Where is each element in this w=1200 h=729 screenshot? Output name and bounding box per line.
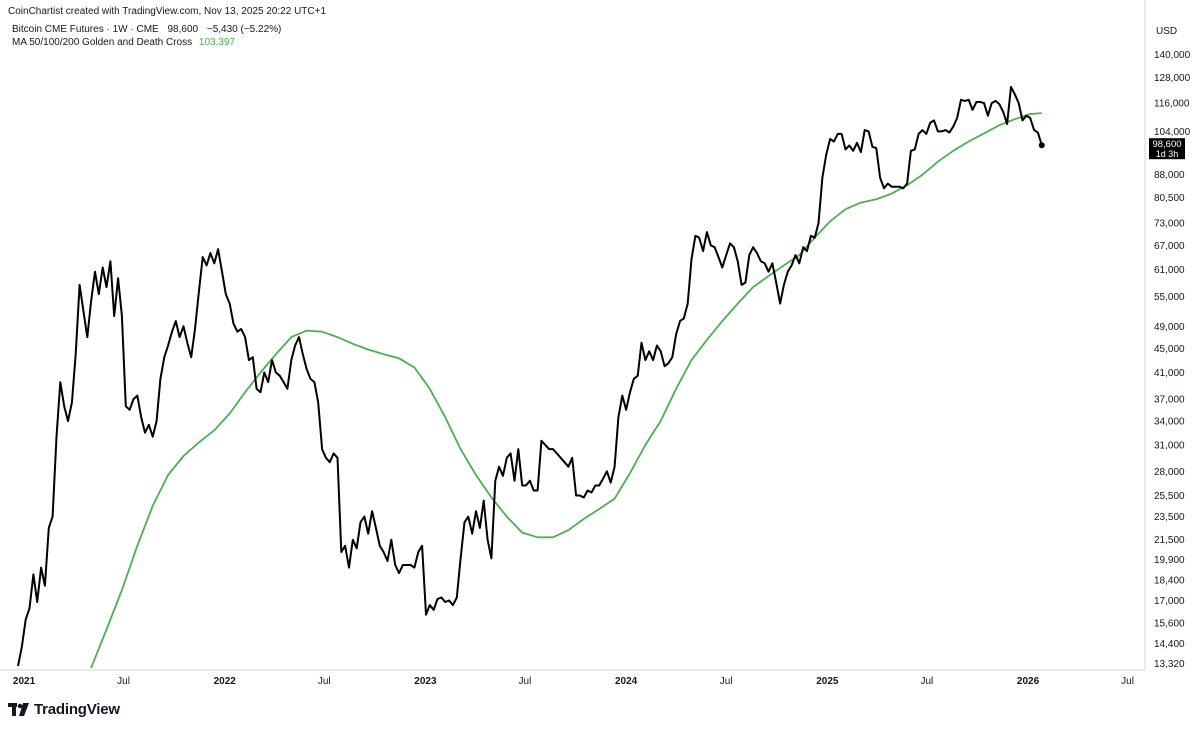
y-tick-label: 116,000 <box>1154 99 1190 110</box>
y-tick-label: 80,500 <box>1154 193 1185 204</box>
x-tick-label: Jul <box>1121 676 1134 687</box>
x-tick-label: 2025 <box>816 676 839 687</box>
y-tick-label: 61,000 <box>1154 265 1185 276</box>
y-tick-label: 28,000 <box>1154 467 1185 478</box>
y-tick-label: 73,000 <box>1154 219 1185 230</box>
last-price-tag-timer: 1d 3h <box>1156 149 1179 159</box>
tradingview-logo-icon <box>8 702 29 716</box>
y-tick-label: 41,000 <box>1154 368 1185 379</box>
chart-credit: CoinChartist created with TradingView.co… <box>8 6 327 17</box>
y-tick-label: 31,000 <box>1154 440 1185 451</box>
x-tick-label: Jul <box>117 676 130 687</box>
indicator-value: 103,397 <box>198 37 236 48</box>
y-axis-ticks: 13,320 14,400 15,600 17,000 18,400 19,900 21,5… <box>1154 50 1191 670</box>
y-tick-label: 13,320 <box>1154 659 1185 670</box>
axes <box>0 0 1146 671</box>
y-tick-label: 104,000 <box>1154 127 1191 138</box>
x-tick-label: 2024 <box>615 676 638 687</box>
y-tick-label: 21,500 <box>1154 535 1185 546</box>
y-tick-label: 140,000 <box>1154 50 1191 61</box>
y-tick-label: 55,000 <box>1154 292 1185 303</box>
brand-footer[interactable]: TradingView <box>8 701 120 718</box>
x-tick-label: Jul <box>318 676 331 687</box>
last-price: 98,600 <box>167 24 199 35</box>
y-tick-label: 23,500 <box>1154 512 1185 523</box>
brand-name: TradingView <box>34 701 120 718</box>
currency-label: USD <box>1156 26 1178 37</box>
y-tick-label: 37,000 <box>1154 395 1185 406</box>
y-tick-label: 14,400 <box>1154 639 1185 650</box>
x-tick-label: 2023 <box>414 676 437 687</box>
last-price-dot <box>1038 142 1045 149</box>
price-change: −5,430 (−5.22%) <box>206 24 282 35</box>
symbol-title: Bitcoin CME Futures · 1W · CME <box>12 24 159 35</box>
y-tick-label: 45,000 <box>1154 344 1185 355</box>
price-line <box>17 85 1043 667</box>
y-tick-label: 15,600 <box>1154 618 1185 629</box>
x-tick-label: 2026 <box>1017 676 1040 687</box>
y-tick-label: 17,000 <box>1154 596 1185 607</box>
last-price-tag-bg <box>1149 138 1185 160</box>
x-tick-label: Jul <box>920 676 933 687</box>
x-tick-label: 2022 <box>214 676 237 687</box>
x-tick-label: Jul <box>720 676 733 687</box>
y-tick-label: 88,000 <box>1154 170 1185 181</box>
indicator-legend[interactable]: MA 50/100/200 Golden and Death Cross 103… <box>12 37 235 48</box>
x-tick-label: Jul <box>519 676 532 687</box>
y-tick-label: 128,000 <box>1154 73 1191 84</box>
y-tick-label: 34,000 <box>1154 416 1185 427</box>
indicator-title: MA 50/100/200 Golden and Death Cross <box>12 37 193 48</box>
y-tick-label: 67,000 <box>1154 241 1185 252</box>
x-tick-label: 2021 <box>13 676 36 687</box>
symbol-legend[interactable]: Bitcoin CME Futures · 1W · CME 98,600 −5… <box>12 24 281 35</box>
y-tick-label: 49,000 <box>1154 322 1185 333</box>
x-axis-ticks: 2021 Jul 2022 Jul 2023 Jul 2024 Jul 2025 Jul 2026 J… <box>13 676 1134 687</box>
y-tick-label: 25,500 <box>1154 491 1185 502</box>
last-price-tag-price: 98,600 <box>1152 139 1181 150</box>
moving-average-line <box>90 112 1042 669</box>
y-tick-label: 18,400 <box>1154 576 1185 587</box>
y-tick-label: 19,900 <box>1154 555 1185 566</box>
